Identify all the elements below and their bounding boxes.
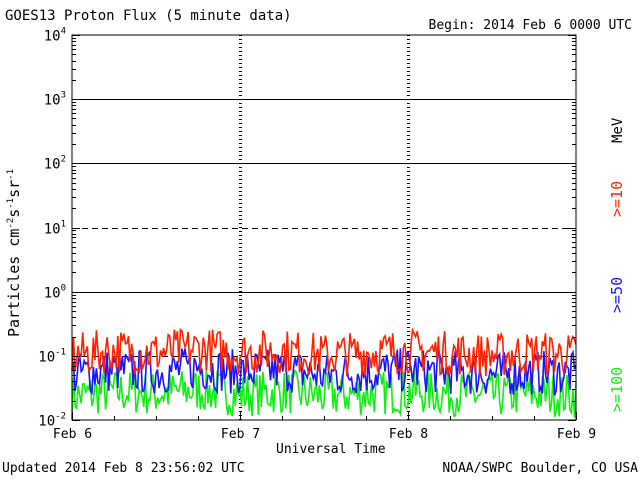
x-tick-label: Feb 8 [389, 427, 428, 442]
y-tick-label: 101 [44, 220, 66, 238]
y-tick-label: 10-2 [38, 412, 66, 430]
y-axis-label-sr: sr [5, 179, 23, 198]
x-tick-label: Feb 6 [53, 427, 92, 442]
y-axis-label-s: s [5, 208, 23, 218]
begin-time: Begin: 2014 Feb 6 0000 UTC [428, 18, 633, 33]
y-axis-label-exp3: -1 [6, 169, 16, 180]
y-axis-label-text: Particles cm [5, 228, 23, 337]
y-tick-label: 10-1 [38, 348, 66, 366]
y-tick-label: 102 [44, 155, 66, 173]
updated-time: Updated 2014 Feb 8 23:56:02 UTC [2, 461, 245, 476]
y-tick-label: 100 [44, 284, 66, 302]
series-ge10-line [71, 326, 577, 377]
y-tick-label: 103 [44, 91, 66, 109]
x-axis-label: Universal Time [276, 442, 386, 457]
y-axis-label-exp2: -1 [6, 197, 16, 209]
y-axis-label-exp1: -2 [6, 217, 16, 229]
chart-title: GOES13 Proton Flux (5 minute data) [5, 8, 292, 24]
x-tick-label: Feb 7 [221, 427, 260, 442]
legend-ge100: >=100 [608, 366, 626, 412]
y-axis-label: Particles cm-2s-1sr-1 [5, 169, 23, 337]
x-tick-label: Feb 9 [557, 427, 596, 442]
unit-label: MeV [610, 117, 626, 143]
legend-ge50: >=50 [608, 276, 626, 313]
credit: NOAA/SWPC Boulder, CO USA [442, 461, 638, 476]
y-tick-label: 104 [44, 27, 66, 45]
series-ge50-line [71, 348, 577, 396]
legend-ge10: >=10 [608, 180, 626, 217]
